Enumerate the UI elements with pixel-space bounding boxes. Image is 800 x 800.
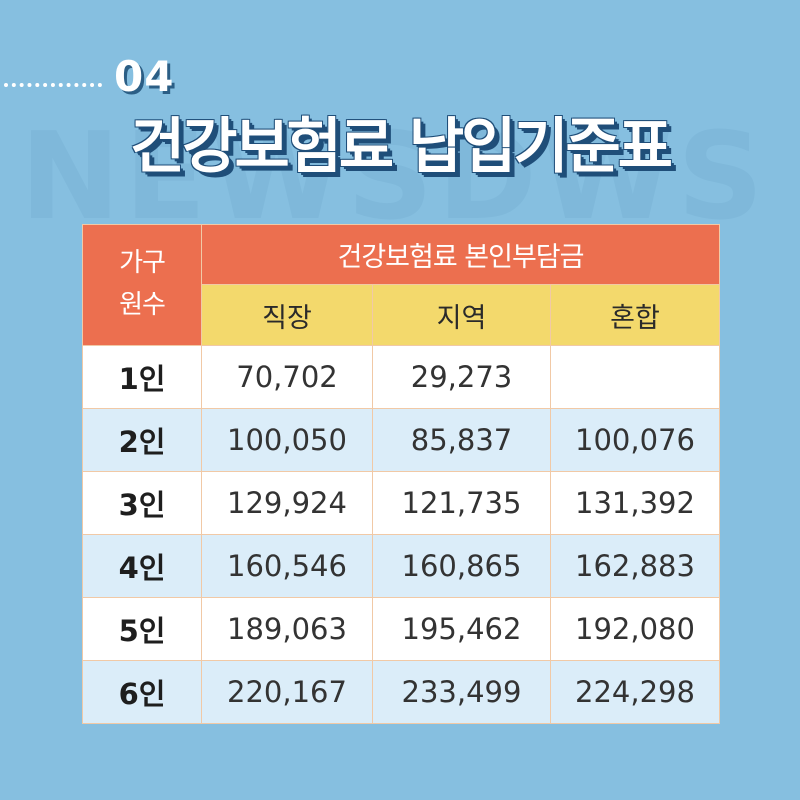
section-indicator: 04 — [0, 48, 174, 104]
household-header-line-2: 원수 — [119, 290, 166, 320]
page-title: 건강보험료 납입기준표 — [130, 112, 673, 182]
table-row: 1인 70,702 29,273 — [82, 345, 720, 409]
cell-workplace: 129,924 — [201, 471, 373, 535]
group-header: 건강보험료 본인부담금 — [201, 224, 720, 285]
cell-workplace: 160,546 — [201, 534, 373, 598]
row-label: 3인 — [82, 471, 202, 535]
dotted-line — [4, 83, 102, 87]
column-header-mixed: 혼합 — [550, 284, 720, 346]
column-header-regional: 지역 — [372, 284, 551, 346]
table-row: 3인 129,924 121,735 131,392 — [82, 471, 720, 535]
cell-regional: 85,837 — [372, 408, 551, 472]
row-label: 2인 — [82, 408, 202, 472]
column-header-workplace: 직장 — [201, 284, 373, 346]
cell-mixed — [550, 345, 720, 409]
row-label: 5인 — [82, 597, 202, 661]
household-header-line-1: 가구 — [119, 248, 166, 279]
cell-regional: 160,865 — [372, 534, 551, 598]
cell-regional: 233,499 — [372, 660, 551, 724]
cell-regional: 29,273 — [372, 345, 551, 409]
row-label: 1인 — [82, 345, 202, 409]
table-row: 5인 189,063 195,462 192,080 — [82, 597, 720, 661]
background-watermark: NEWSDWS — [20, 118, 768, 238]
insurance-table: 가구 원수 건강보험료 본인부담금 직장 지역 혼합 1인 70,702 29,… — [82, 224, 720, 724]
cell-workplace: 100,050 — [201, 408, 373, 472]
cell-mixed: 100,076 — [550, 408, 720, 472]
cell-workplace: 189,063 — [201, 597, 373, 661]
row-label: 4인 — [82, 534, 202, 598]
table-row: 2인 100,050 85,837 100,076 — [82, 408, 720, 472]
cell-mixed: 192,080 — [550, 597, 720, 661]
cell-workplace: 70,702 — [201, 345, 373, 409]
household-header: 가구 원수 — [82, 224, 202, 346]
cell-mixed: 162,883 — [550, 534, 720, 598]
section-number: 04 — [114, 51, 175, 101]
row-label: 6인 — [82, 660, 202, 724]
cell-mixed: 131,392 — [550, 471, 720, 535]
cell-mixed: 224,298 — [550, 660, 720, 724]
cell-regional: 121,735 — [372, 471, 551, 535]
table-row: 4인 160,546 160,865 162,883 — [82, 534, 720, 598]
cell-regional: 195,462 — [372, 597, 551, 661]
table-row: 6인 220,167 233,499 224,298 — [82, 660, 720, 724]
cell-workplace: 220,167 — [201, 660, 373, 724]
